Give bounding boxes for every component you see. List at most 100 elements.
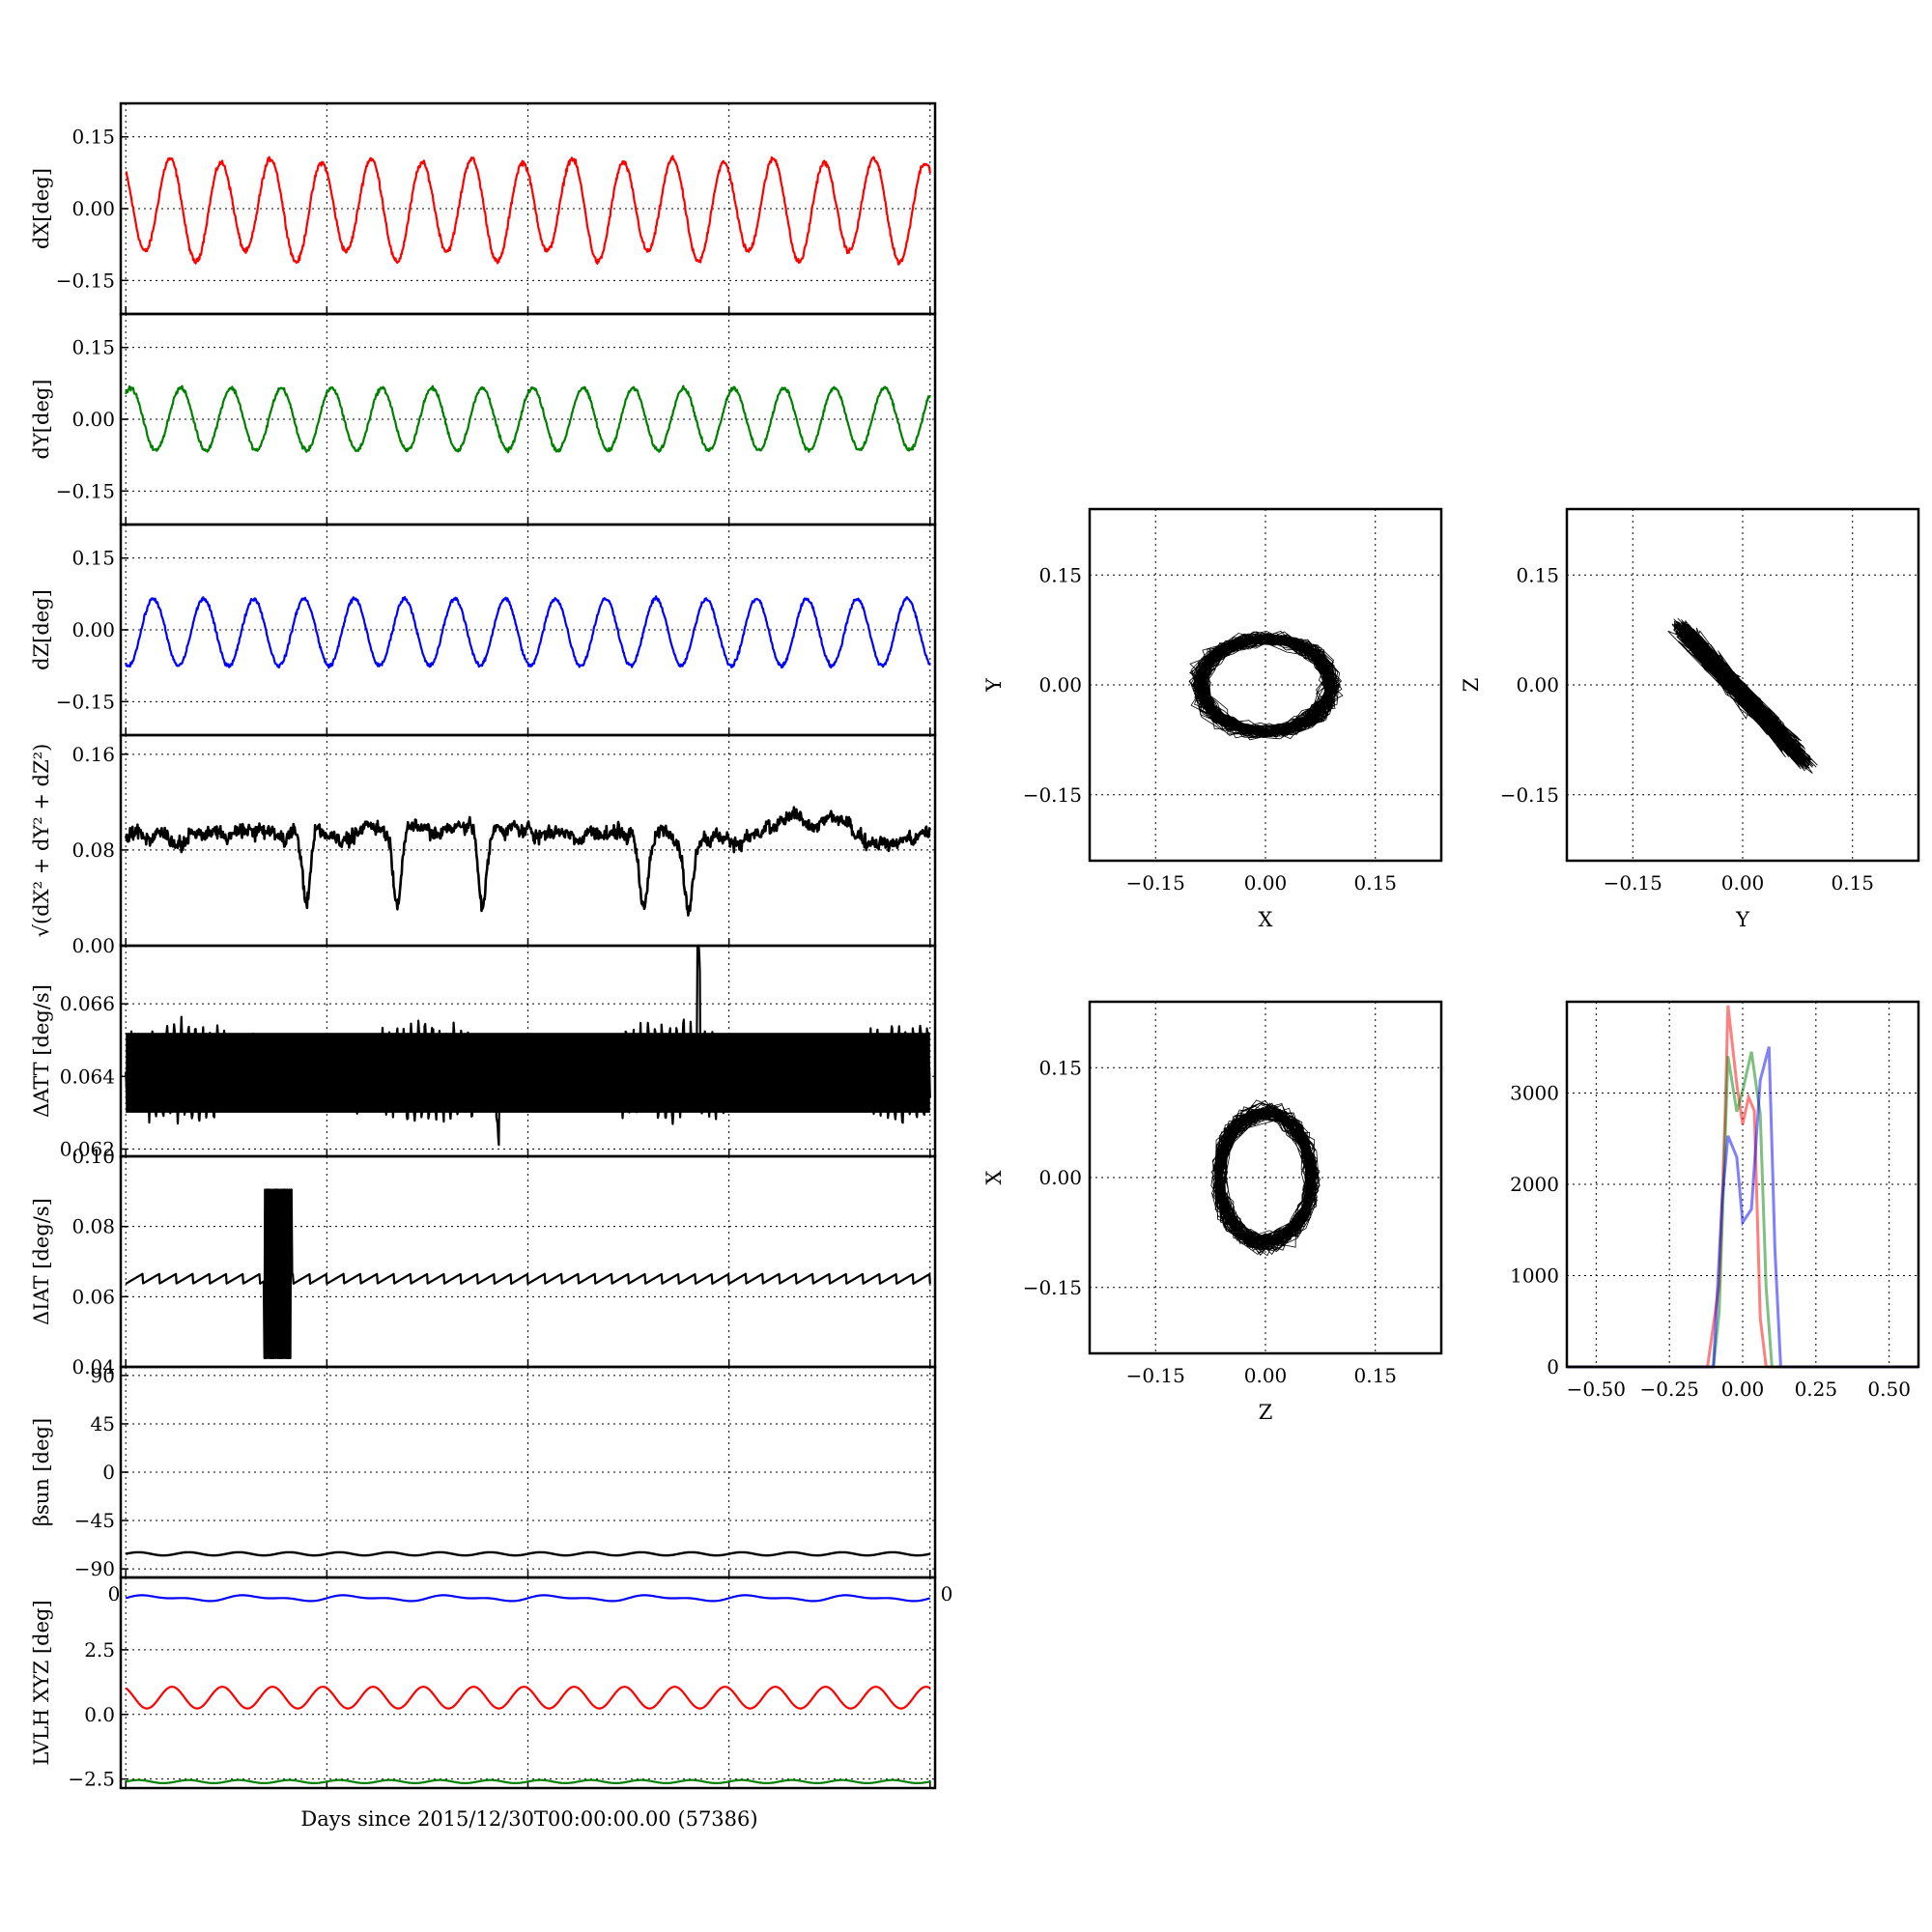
y-axis-label: √(dX² + dY² + dZ²) [30,744,53,938]
panel-lvlh: 2.5 0.0 −2.5 LVLH XYZ [deg] [30,1576,937,1791]
y-tick-label: −0.15 [1023,783,1082,807]
panel-frame [119,1576,937,1790]
y-tick-label: 0.15 [1038,563,1082,586]
panel-rss: 0.16 0.08 0.00 √(dX² + dY² + dZ²) [30,733,937,957]
y-tick-label: 0.06 [71,1285,115,1308]
y-tick-label: −2.5 [68,1768,115,1791]
panel-frame [1565,507,1920,863]
histogram-panel: −0.50 −0.25 0.00 0.25 0.50 3000 2000 1000 0 [1510,1000,1920,1401]
panel-beta: 90 45 0 −45 −90 βsun [deg] [30,1364,937,1580]
y-tick-label: 3000 [1510,1082,1559,1105]
y-tick-label: −0.15 [56,269,115,292]
y-tick-label: 0.062 [60,1137,115,1160]
y-tick-label: 0.00 [71,197,115,220]
scatter-xy: −0.15 −0.15 0.00 0.00 0.15 0.15 X Y [982,507,1443,931]
y-tick-label: −45 [74,1509,115,1532]
x-tick-label: −0.15 [1126,1364,1185,1387]
x-axis-label: Y [1735,908,1750,931]
stray-label-right: 0 [941,1582,953,1605]
y-axis-label: dY[deg] [30,379,53,459]
series-dz [125,595,931,669]
y-axis-label: dZ[deg] [30,589,53,670]
scatter-trace [1188,630,1344,741]
x-tick-label: 0.00 [1244,1364,1288,1387]
y-tick-label: −0.15 [56,479,115,502]
y-tick-label: 90 [91,1364,115,1387]
x-tick-label: −0.50 [1567,1378,1626,1401]
y-tick-label: 0.00 [71,408,115,431]
y-tick-label: 0.15 [1516,563,1559,586]
y-tick-label: −0.15 [1023,1276,1082,1299]
y-axis-label: dX[deg] [30,168,53,249]
y-tick-label: 0.15 [71,126,115,149]
y-axis-label: ΔATT [deg/s] [30,984,53,1118]
x-tick-label: 0.15 [1353,1364,1397,1387]
x-tick-label: −0.15 [1126,871,1185,895]
x-axis-label: Days since 2015/12/30T00:00:00.00 (57386… [300,1807,757,1831]
y-tick-label: 2.5 [84,1638,115,1662]
scatter-yz: −0.15 −0.15 0.00 0.00 0.15 0.15 Y Z [1460,507,1920,931]
y-tick-label: 0.08 [71,1215,115,1238]
y-tick-label: 0.00 [71,934,115,957]
y-tick-label: 0.066 [60,992,115,1015]
x-tick-label: −0.15 [1604,871,1662,895]
y-axis-label: Z [1460,678,1483,693]
series-lvlh-x [125,1686,931,1710]
y-tick-label: 0.00 [71,618,115,641]
x-tick-label: −0.25 [1640,1378,1699,1401]
x-tick-label: 0.00 [1721,871,1765,895]
panel-frame [1565,1000,1920,1369]
series-lvlh-y [125,1778,931,1784]
y-tick-label: 0 [1547,1355,1559,1378]
x-tick-label: 0.00 [1721,1378,1765,1401]
x-axis-label: Z [1259,1401,1273,1424]
y-tick-label: 0.16 [71,743,115,766]
y-tick-label: 0.0 [84,1703,115,1726]
scatter-trace [1210,1099,1321,1257]
panel-frame [1088,507,1443,863]
y-axis-label: LVLH XYZ [deg] [30,1600,53,1765]
x-tick-label: 0.50 [1867,1378,1911,1401]
y-tick-label: 0.15 [71,547,115,570]
y-tick-label: −0.15 [56,690,115,713]
y-tick-label: 0.064 [60,1065,115,1088]
y-tick-label: −0.15 [1500,783,1559,807]
y-tick-label: 0 [102,1461,115,1484]
y-axis-label: Y [982,677,1006,693]
series-lvlh-z [125,1594,931,1603]
y-tick-label: 45 [91,1412,115,1435]
panel-frame [1088,1000,1443,1355]
x-tick-label: 0.25 [1795,1378,1838,1401]
y-tick-label: −90 [74,1557,115,1580]
panel-datt: 0.066 0.064 0.062 ΔATT [deg/s] [30,944,937,1160]
y-tick-label: 0.00 [1516,673,1559,696]
x-tick-label: 0.00 [1244,871,1288,895]
series-dx [125,155,931,266]
y-tick-label: 0.00 [1038,1166,1082,1189]
x-tick-label: 0.15 [1831,871,1874,895]
scatter-panels: −0.15 −0.15 0.00 0.00 0.15 0.15 X Y −0.15 −0.15 0.… [982,507,1920,1424]
x-tick-label: 0.15 [1353,871,1397,895]
stray-label-left: 0 [108,1582,121,1605]
y-tick-label: 0.15 [1038,1056,1082,1079]
series-rss [124,806,932,917]
series-beta [125,1550,931,1557]
y-tick-label: 2000 [1510,1173,1559,1196]
y-tick-label: 0.00 [1038,673,1082,696]
series-datt-band [126,1033,930,1113]
scatter-trace [1667,617,1818,774]
y-axis-label: βsun [deg] [30,1418,53,1526]
time-series-stack: 0.150.00−0.15dX[deg]0.150.00−0.15dY[deg]… [30,101,953,1791]
series-dy [125,384,931,454]
y-tick-label: 1000 [1510,1264,1559,1288]
x-axis-label: X [1259,908,1273,931]
y-axis-label: ΔIAT [deg/s] [30,1198,53,1325]
y-tick-label: 0.10 [71,1145,115,1168]
y-tick-label: 0.08 [71,838,115,862]
panel-diat: 0.10 0.08 0.06 0.04 ΔIAT [deg/s] [30,1145,937,1378]
y-tick-label: 0.15 [71,336,115,359]
